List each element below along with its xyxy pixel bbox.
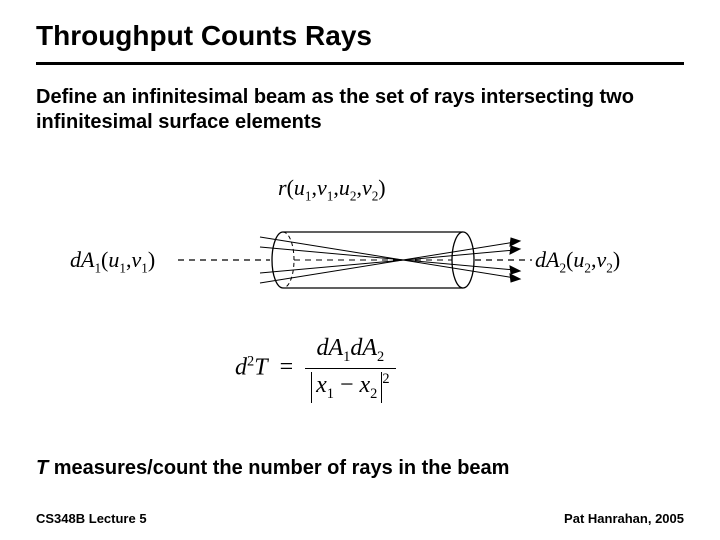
- conclusion-text: T measures/count the number of rays in t…: [36, 457, 509, 480]
- slide-title: Throughput Counts Rays: [36, 20, 684, 65]
- footer-right: Pat Hanrahan, 2005: [564, 511, 684, 526]
- beam-diagram: [60, 175, 660, 345]
- eq-throughput: d2T = dA1dA2 x1 − x22: [235, 335, 396, 403]
- footer-left: CS348B Lecture 5: [36, 511, 147, 526]
- figure-area: r(u1,v1,u2,v2) dA1(u1,v1) dA2(u2,v2): [60, 175, 660, 435]
- body-text: Define an infinitesimal beam as the set …: [36, 85, 684, 135]
